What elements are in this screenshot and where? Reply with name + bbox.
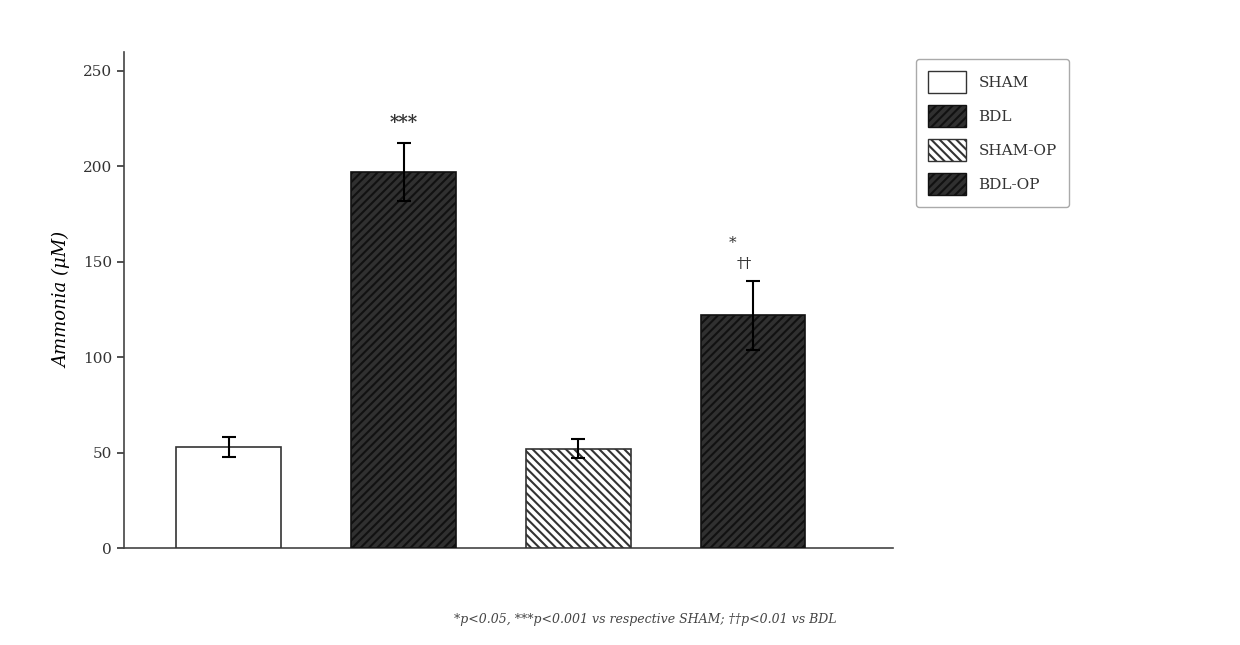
Bar — [526, 449, 631, 548]
Text: *p<0.05, ***p<0.001 vs respective SHAM; ††p<0.01 vs BDL: *p<0.05, ***p<0.001 vs respective SHAM; … — [454, 613, 836, 626]
Text: ††: †† — [737, 257, 751, 272]
Bar — [176, 447, 281, 548]
Bar — [701, 315, 806, 548]
Y-axis label: Ammonia (μM): Ammonia (μM) — [53, 232, 72, 368]
Legend: SHAM, BDL, SHAM-OP, BDL-OP: SHAM, BDL, SHAM-OP, BDL-OP — [916, 59, 1069, 207]
Text: ***: *** — [389, 114, 418, 132]
Text: *: * — [728, 236, 735, 250]
Bar — [351, 172, 456, 548]
